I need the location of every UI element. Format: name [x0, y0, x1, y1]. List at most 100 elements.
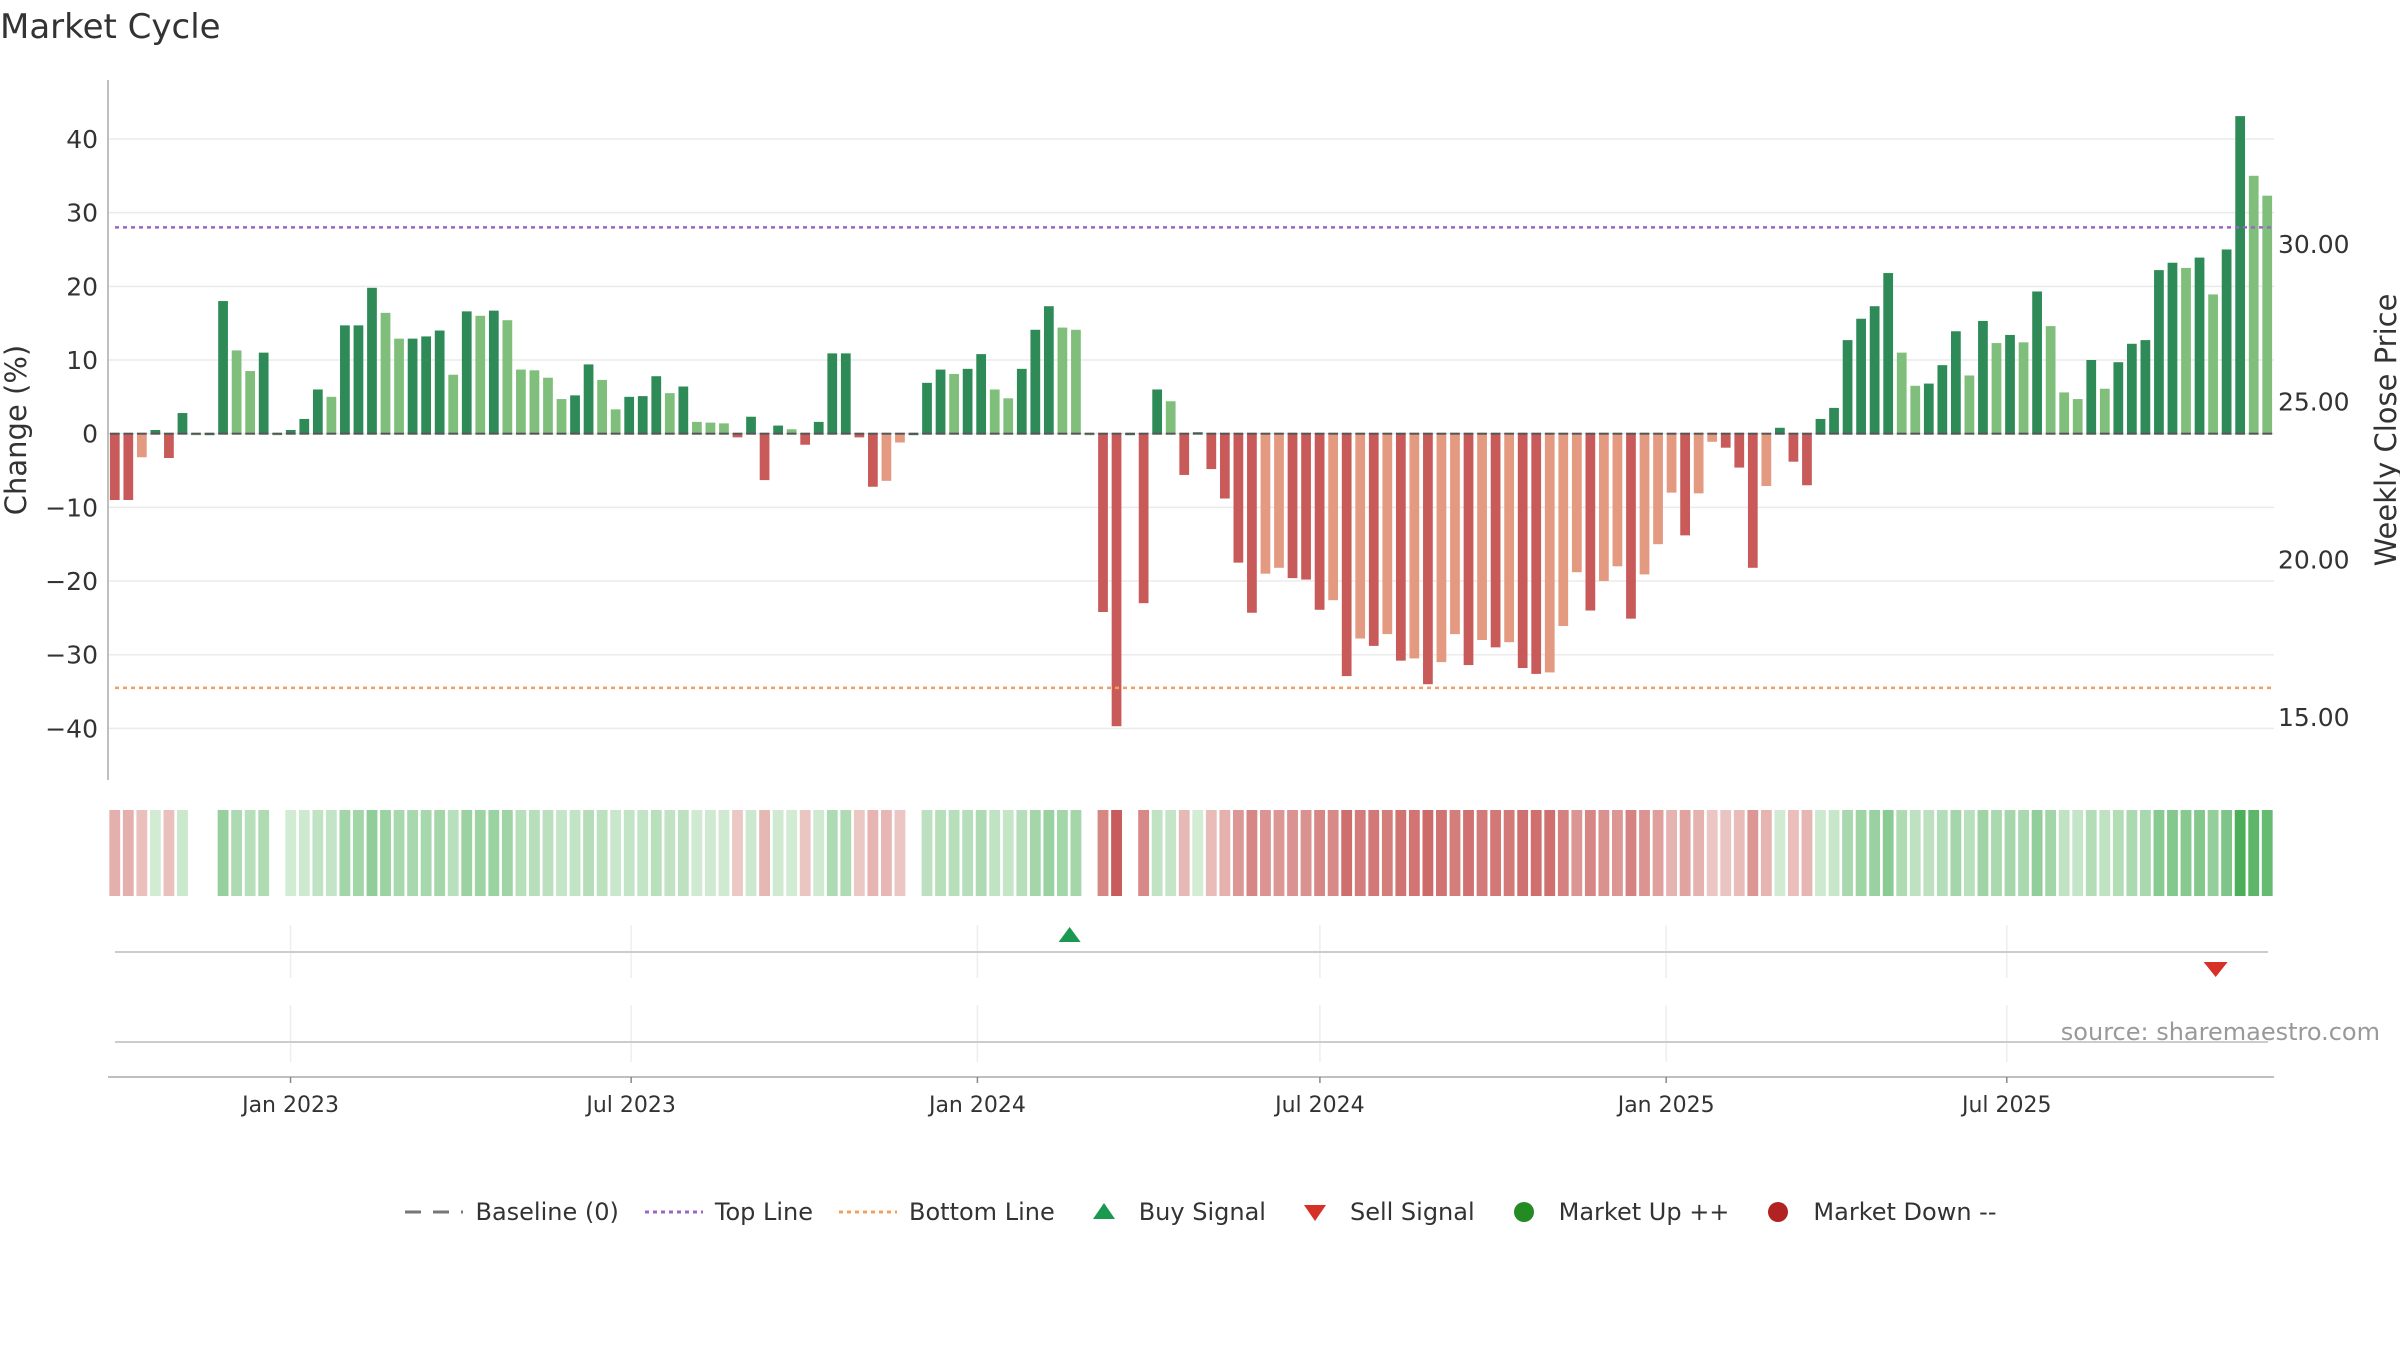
- bar: [2167, 262, 2178, 434]
- bar: [245, 371, 256, 434]
- strip-cell: [1815, 810, 1826, 896]
- strip-cell: [1436, 810, 1447, 896]
- strip-cell: [1395, 810, 1407, 896]
- strip-cell: [339, 810, 351, 896]
- bar: [1436, 433, 1447, 663]
- strip-cell: [975, 810, 987, 896]
- bar: [1978, 320, 1988, 434]
- strip-cell: [569, 810, 581, 896]
- bar: [2140, 340, 2151, 434]
- y-tick-label: −10: [45, 493, 98, 522]
- legend-label-market-up: Market Up ++: [1558, 1198, 1730, 1226]
- bar: [164, 433, 174, 458]
- strip-cell: [1381, 810, 1393, 896]
- strip-cell: [1963, 810, 1975, 896]
- strip-cell: [664, 810, 676, 896]
- strip-cell: [718, 810, 730, 896]
- strip-cell: [759, 810, 770, 896]
- strip-cell: [2126, 810, 2138, 896]
- y-tick-label: 40: [66, 125, 98, 154]
- strip-cell: [1246, 810, 1258, 896]
- bar: [759, 433, 770, 481]
- strip-cell: [1503, 810, 1515, 896]
- strip-cell: [921, 810, 933, 896]
- bar: [989, 389, 1000, 434]
- strip-cell: [2248, 810, 2260, 896]
- strip-cell: [948, 810, 960, 896]
- bar: [1815, 418, 1826, 434]
- y2-tick-label: 25.00: [2278, 388, 2350, 417]
- strip-cell: [1043, 810, 1055, 896]
- bar: [123, 433, 134, 500]
- bar: [1612, 433, 1623, 567]
- y2-axis-ticks: 15.00 20.00 25.00 30.00: [2278, 230, 2350, 732]
- strip-cell: [772, 810, 784, 896]
- bar: [1734, 433, 1745, 468]
- bar: [1043, 306, 1054, 434]
- bar: [312, 389, 323, 434]
- strip-cell: [732, 810, 743, 896]
- bar: [421, 336, 432, 434]
- bar: [1883, 273, 1894, 434]
- bar: [1301, 433, 1311, 580]
- bar: [2045, 326, 2056, 434]
- strip-cell: [1205, 810, 1217, 896]
- strip-cell: [1016, 810, 1028, 896]
- strip-cell: [813, 810, 825, 896]
- bar: [1152, 389, 1163, 434]
- bar: [1761, 433, 1772, 486]
- bar: [367, 287, 377, 434]
- strip-cell: [529, 810, 540, 896]
- bar: [1219, 433, 1230, 499]
- strip-cell: [1828, 810, 1840, 896]
- bar: [651, 376, 662, 434]
- bar: [2072, 399, 2083, 434]
- strip-cell: [2018, 810, 2029, 896]
- legend-item-market-up: Market Up ++: [1499, 1198, 1730, 1226]
- strip-cell: [136, 810, 148, 896]
- bar: [1423, 433, 1433, 685]
- bar: [1937, 365, 1948, 434]
- legend-label-baseline: Baseline (0): [475, 1198, 619, 1226]
- bar: [583, 364, 594, 434]
- legend-label-bottom-line: Bottom Line: [909, 1198, 1055, 1226]
- strip-cell: [691, 810, 703, 896]
- strip-cell: [1327, 810, 1339, 896]
- strip-cell: [325, 810, 337, 896]
- strip-cell: [217, 810, 229, 896]
- bar: [1504, 433, 1515, 643]
- strip-cell: [1733, 810, 1745, 896]
- bar: [1802, 433, 1812, 486]
- bar: [1247, 433, 1257, 613]
- bar: [800, 433, 811, 445]
- strip-cell: [474, 810, 486, 896]
- bar: [231, 350, 242, 434]
- strip-cell: [1260, 810, 1271, 896]
- strip-cell: [894, 810, 906, 896]
- buy-signal-marker: [1058, 927, 1081, 942]
- bar: [1477, 433, 1487, 640]
- strip-cell: [583, 810, 594, 896]
- y-tick-label: 30: [66, 199, 98, 228]
- y-tick-label: −40: [45, 714, 98, 743]
- strip-cell: [799, 810, 811, 896]
- x-tick-label: Jan 2024: [927, 1093, 1026, 1118]
- bar: [502, 320, 513, 434]
- strip-cell: [244, 810, 256, 896]
- bar: [1991, 343, 2002, 434]
- baseline-swatch: [405, 1210, 464, 1214]
- bar: [1030, 329, 1041, 434]
- strip-cell: [1612, 810, 1623, 896]
- strip-cell: [935, 810, 946, 896]
- bar: [1016, 368, 1027, 434]
- bar: [1490, 433, 1501, 648]
- signal-panel: [115, 925, 2268, 978]
- strip-cell: [1192, 810, 1204, 896]
- bar: [1287, 433, 1298, 579]
- y-tick-label: 10: [66, 346, 98, 375]
- strip-cell: [258, 810, 270, 896]
- strip-cell: [1557, 810, 1569, 896]
- bar: [529, 370, 540, 434]
- bar: [2208, 294, 2218, 434]
- strip-cell: [1720, 810, 1732, 896]
